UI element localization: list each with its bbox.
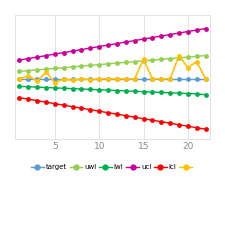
Legend: target, uwl, lwl, ucl, lcl, : target, uwl, lwl, ucl, lcl,: [28, 161, 197, 173]
